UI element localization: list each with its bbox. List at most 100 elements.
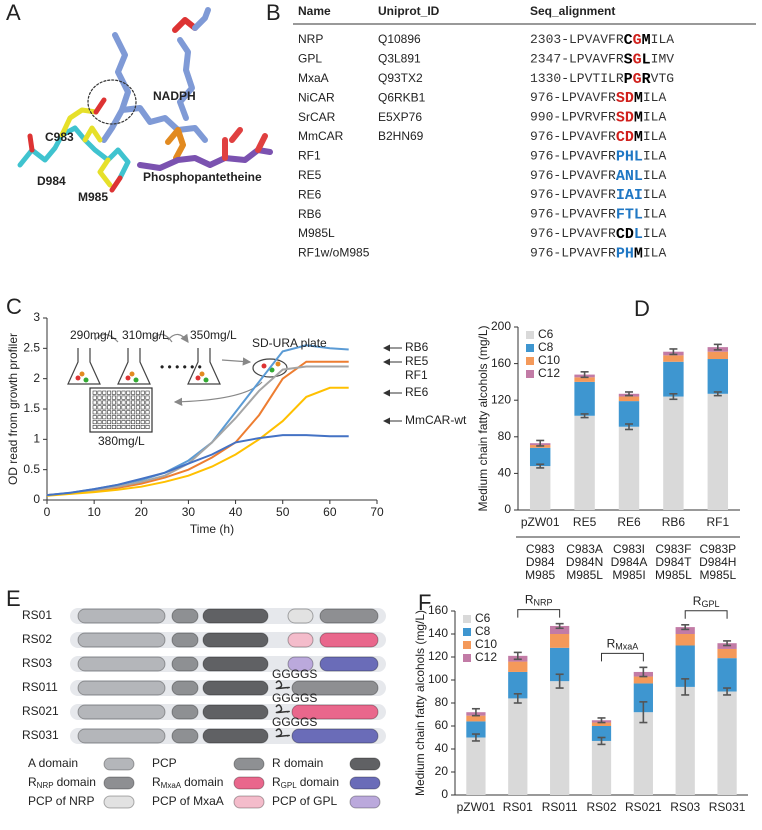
well bbox=[145, 400, 150, 405]
domain bbox=[77, 728, 166, 744]
well bbox=[111, 400, 116, 405]
sequence: 976-LPVAVFRSDMILA bbox=[530, 90, 666, 107]
well-plate bbox=[92, 390, 150, 429]
series-label: MmCAR-wt bbox=[405, 413, 467, 427]
row-label: RS02 bbox=[22, 632, 52, 646]
legend-sub: MxaA bbox=[161, 781, 182, 790]
seq-motif: H bbox=[625, 148, 634, 165]
row-name: GPL bbox=[298, 52, 322, 66]
seq-suffix: ILA bbox=[651, 32, 675, 47]
row-label: RS021 bbox=[22, 704, 59, 718]
x-tick-label: 10 bbox=[87, 505, 101, 519]
mutation: C983A bbox=[566, 542, 603, 556]
y-tick-label: 2.5 bbox=[23, 341, 40, 355]
legend-text: R bbox=[28, 775, 37, 789]
error-bar bbox=[669, 348, 678, 356]
seq-motif: L bbox=[634, 148, 643, 165]
legend-label: PCP of MxaA bbox=[152, 794, 224, 808]
domain bbox=[287, 656, 314, 672]
error-bar bbox=[723, 640, 732, 647]
domain bbox=[202, 704, 269, 720]
bar-segment bbox=[591, 722, 612, 726]
bar-segment bbox=[675, 645, 695, 687]
inset-dots bbox=[75, 361, 281, 383]
legend-label: RNRP domain bbox=[28, 775, 96, 790]
well bbox=[121, 400, 126, 405]
well bbox=[145, 405, 150, 410]
legend-label: C10 bbox=[475, 637, 497, 651]
y-tick-label: 40 bbox=[435, 741, 449, 755]
seq-motif: R bbox=[642, 71, 651, 88]
bracket-label: RMxaA bbox=[607, 637, 639, 652]
sequence: 976-LPVAVFRPHLILA bbox=[530, 148, 666, 165]
well bbox=[135, 420, 140, 425]
well bbox=[97, 405, 102, 410]
y-tick-label: 80 bbox=[498, 429, 512, 443]
well bbox=[131, 395, 136, 400]
legend-swatch bbox=[349, 776, 381, 790]
legend-swatch bbox=[463, 654, 471, 662]
error-bar bbox=[681, 678, 690, 696]
row-label: RS011 bbox=[22, 680, 58, 694]
row-name: RE6 bbox=[298, 187, 322, 201]
seq-motif: D bbox=[625, 226, 634, 243]
seq-motif: S bbox=[624, 51, 633, 68]
bar-segment bbox=[663, 361, 684, 397]
well bbox=[116, 420, 121, 425]
well bbox=[131, 390, 136, 395]
domain bbox=[171, 656, 199, 672]
legend-swatch bbox=[103, 757, 135, 771]
well bbox=[121, 390, 126, 395]
well bbox=[126, 420, 131, 425]
well bbox=[107, 405, 112, 410]
molecule-label: NADPH bbox=[153, 89, 196, 103]
legend-swatch bbox=[349, 757, 381, 771]
bar-segment bbox=[717, 691, 737, 795]
well bbox=[131, 410, 136, 415]
x-axis-label: Time (h) bbox=[190, 522, 234, 536]
domain bbox=[319, 608, 379, 624]
well bbox=[131, 420, 136, 425]
seq-prefix: 2347-LPVAVFR bbox=[530, 52, 624, 67]
bar-segment bbox=[591, 740, 612, 795]
well bbox=[131, 424, 136, 429]
well bbox=[107, 400, 112, 405]
bar-segment bbox=[529, 466, 551, 510]
seq-suffix: VTG bbox=[651, 71, 674, 86]
sequence: 976-LPVAVFRIAIILA bbox=[530, 187, 666, 204]
legend-swatch bbox=[463, 641, 471, 649]
seq-motif: A bbox=[625, 187, 634, 204]
legend-label: RMxaA domain bbox=[152, 775, 223, 790]
well bbox=[92, 410, 97, 415]
bar-segment bbox=[633, 683, 653, 713]
seq-suffix: ILA bbox=[643, 226, 667, 241]
bar-segment bbox=[663, 396, 684, 510]
domain bbox=[171, 728, 199, 744]
linker bbox=[275, 728, 290, 738]
well bbox=[121, 395, 126, 400]
mutation: C983P bbox=[699, 542, 736, 556]
molecule-label: Phosphopantetheine bbox=[143, 170, 262, 184]
well bbox=[135, 400, 140, 405]
row-name: RB6 bbox=[298, 207, 322, 221]
row-id: Q6RKB1 bbox=[378, 90, 426, 104]
y-tick-label: 160 bbox=[428, 603, 448, 617]
well bbox=[97, 420, 102, 425]
legend-label: C12 bbox=[475, 650, 497, 664]
error-bar bbox=[580, 371, 589, 379]
bracket bbox=[684, 610, 728, 619]
bar-segment bbox=[675, 634, 695, 646]
row-name: RF1w/oM985 bbox=[298, 246, 370, 260]
well bbox=[145, 420, 150, 425]
bar-segment bbox=[663, 355, 684, 362]
mutation: D984 bbox=[526, 555, 555, 569]
seq-motif: M bbox=[634, 129, 643, 146]
seq-prefix: 1330-LPVTILR bbox=[530, 71, 624, 86]
bar-segment bbox=[707, 393, 729, 510]
well bbox=[97, 424, 102, 429]
domain bbox=[202, 608, 269, 624]
error-bar bbox=[713, 391, 722, 397]
sequence: 2347-LPVAVFRSGLIMV bbox=[530, 51, 674, 68]
bar-segment bbox=[574, 381, 595, 416]
bracket-r: R bbox=[525, 593, 534, 607]
